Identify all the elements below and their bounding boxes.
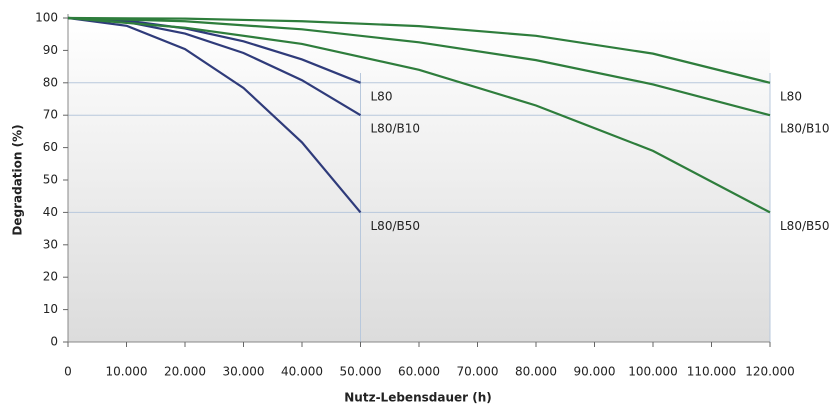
- y-tick-label: 100: [35, 11, 58, 25]
- series-line: [67, 16, 362, 214]
- y-tick-label: 50: [43, 173, 58, 187]
- x-tick-label: 100.000: [628, 365, 678, 379]
- x-tick-label: 20.000: [164, 365, 206, 379]
- series-line: [67, 16, 771, 117]
- x-tick-label: 90.000: [574, 365, 616, 379]
- x-tick-label: 110.000: [687, 365, 737, 379]
- x-tick-label: 80.000: [515, 365, 557, 379]
- y-tick-label: 70: [43, 108, 58, 122]
- x-tick-label: 70.000: [457, 365, 499, 379]
- x-tick-label: 60.000: [398, 365, 440, 379]
- y-axis-title: Degradation (%): [11, 124, 25, 235]
- y-tick-label: 80: [43, 75, 58, 89]
- x-axis-title: Nutz-Lebensdauer (h): [344, 391, 491, 405]
- plot-background: [68, 18, 770, 342]
- x-tick-label: 40.000: [281, 365, 323, 379]
- series-label: L80/B50: [371, 219, 421, 233]
- x-tick-label: 0: [64, 365, 72, 379]
- series-line: [67, 16, 771, 84]
- y-tick-label: 0: [50, 335, 58, 349]
- y-tick-label: 60: [43, 140, 58, 154]
- y-tick-label: 40: [43, 205, 58, 219]
- y-tick-label: 20: [43, 270, 58, 284]
- series-label: L80: [371, 89, 393, 103]
- y-tick-label: 90: [43, 43, 58, 57]
- x-tick-label: 120.000: [745, 365, 795, 379]
- series-label: L80/B10: [371, 122, 421, 136]
- series-line: [67, 16, 771, 214]
- series-label: L80: [780, 89, 802, 103]
- y-tick-label: 30: [43, 237, 58, 251]
- x-tick-label: 10.000: [106, 365, 148, 379]
- x-tick-label: 30.000: [223, 365, 265, 379]
- series-label: L80/B10: [780, 122, 830, 136]
- x-tick-label: 50.000: [340, 365, 382, 379]
- y-tick-label: 10: [43, 302, 58, 316]
- series-label: L80/B50: [780, 219, 830, 233]
